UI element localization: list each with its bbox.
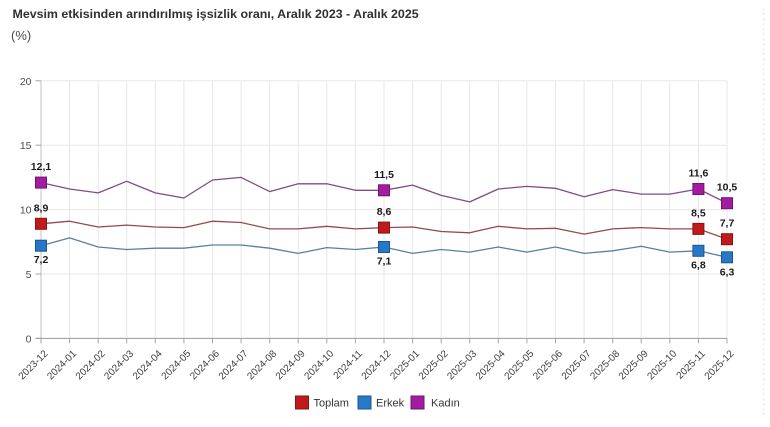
svg-text:2025-04: 2025-04 bbox=[474, 348, 508, 382]
svg-text:15: 15 bbox=[20, 140, 32, 152]
svg-text:7,7: 7,7 bbox=[720, 218, 735, 230]
svg-text:2024-10: 2024-10 bbox=[303, 348, 337, 382]
svg-text:2024-08: 2024-08 bbox=[245, 348, 279, 382]
svg-text:2024-07: 2024-07 bbox=[217, 348, 251, 382]
svg-text:2024-06: 2024-06 bbox=[188, 348, 222, 382]
svg-text:2025-02: 2025-02 bbox=[417, 348, 451, 382]
svg-text:20: 20 bbox=[20, 76, 32, 88]
svg-text:Erkek: Erkek bbox=[376, 398, 405, 410]
svg-text:2025-10: 2025-10 bbox=[646, 348, 680, 382]
svg-text:7,1: 7,1 bbox=[377, 256, 392, 268]
svg-text:0: 0 bbox=[26, 333, 32, 345]
svg-text:2025-06: 2025-06 bbox=[531, 348, 565, 382]
svg-text:2025-08: 2025-08 bbox=[588, 348, 622, 382]
svg-text:2025-11: 2025-11 bbox=[675, 348, 709, 382]
svg-text:2024-12: 2024-12 bbox=[360, 348, 394, 382]
svg-text:Kadın: Kadın bbox=[431, 398, 460, 410]
svg-text:8,9: 8,9 bbox=[34, 202, 49, 214]
svg-text:2024-09: 2024-09 bbox=[274, 348, 308, 382]
svg-text:2025-12: 2025-12 bbox=[703, 348, 737, 382]
svg-text:10: 10 bbox=[20, 205, 32, 217]
svg-text:2023-12: 2023-12 bbox=[17, 348, 51, 382]
svg-text:10,5: 10,5 bbox=[717, 182, 738, 194]
svg-text:Toplam: Toplam bbox=[314, 398, 349, 410]
svg-text:11,6: 11,6 bbox=[688, 168, 708, 180]
svg-text:7,2: 7,2 bbox=[34, 254, 49, 266]
svg-text:5: 5 bbox=[26, 269, 32, 281]
svg-text:6,3: 6,3 bbox=[720, 266, 735, 278]
svg-text:6,8: 6,8 bbox=[691, 259, 706, 271]
svg-text:2025-09: 2025-09 bbox=[617, 348, 651, 382]
svg-text:2025-05: 2025-05 bbox=[503, 348, 537, 382]
svg-text:2024-01: 2024-01 bbox=[45, 348, 79, 382]
svg-text:2024-04: 2024-04 bbox=[131, 348, 165, 382]
svg-text:2024-05: 2024-05 bbox=[160, 348, 194, 382]
svg-text:2025-01: 2025-01 bbox=[388, 348, 422, 382]
svg-text:2024-03: 2024-03 bbox=[102, 348, 136, 382]
svg-text:8,6: 8,6 bbox=[377, 206, 392, 218]
svg-text:12,1: 12,1 bbox=[31, 161, 52, 173]
svg-text:2025-07: 2025-07 bbox=[560, 348, 594, 382]
svg-text:2025-03: 2025-03 bbox=[445, 348, 479, 382]
svg-text:2024-11: 2024-11 bbox=[332, 348, 366, 382]
svg-text:11,5: 11,5 bbox=[374, 169, 394, 181]
svg-text:8,5: 8,5 bbox=[691, 207, 706, 219]
svg-text:2024-02: 2024-02 bbox=[74, 348, 108, 382]
